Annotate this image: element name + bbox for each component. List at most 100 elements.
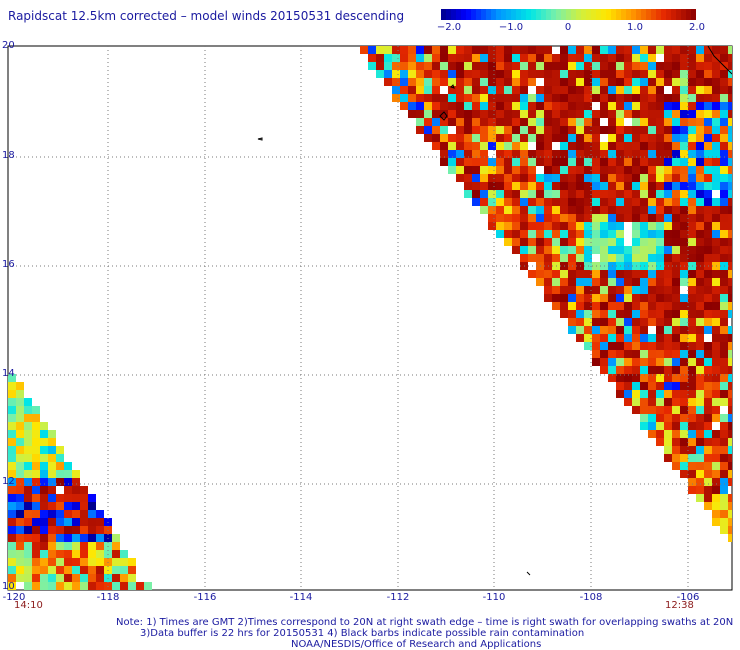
wind-cell	[584, 78, 592, 86]
wind-cell	[688, 182, 696, 190]
wind-cell	[488, 222, 496, 230]
wind-cell	[40, 470, 48, 478]
wind-cell	[624, 198, 632, 206]
wind-cell	[616, 78, 624, 86]
wind-cell	[440, 142, 448, 150]
wind-cell	[728, 518, 732, 526]
wind-cell	[544, 222, 552, 230]
wind-cell	[592, 158, 600, 166]
wind-cell	[672, 62, 680, 70]
wind-cell	[40, 430, 48, 438]
wind-cell	[720, 334, 728, 342]
wind-cell	[536, 142, 544, 150]
wind-cell	[592, 334, 600, 342]
wind-cell	[696, 86, 704, 94]
wind-cell	[600, 214, 608, 222]
wind-cell	[624, 318, 632, 326]
wind-cell	[672, 142, 680, 150]
wind-cell	[592, 70, 600, 78]
wind-cell	[616, 278, 624, 286]
wind-cell	[656, 254, 664, 262]
wind-cell	[712, 478, 720, 486]
wind-cell	[584, 214, 592, 222]
wind-cell	[656, 414, 664, 422]
wind-cell	[560, 94, 568, 102]
wind-cell	[632, 94, 640, 102]
wind-cell	[648, 150, 656, 158]
wind-cell	[616, 342, 624, 350]
wind-cell	[496, 62, 504, 70]
wind-cell	[464, 86, 472, 94]
wind-cell	[400, 78, 408, 86]
wind-cell	[464, 46, 472, 54]
wind-cell	[688, 230, 696, 238]
wind-cell	[728, 350, 732, 358]
wind-cell	[48, 470, 56, 478]
wind-cell	[672, 94, 680, 102]
wind-cell	[624, 342, 632, 350]
wind-cell	[656, 206, 664, 214]
wind-cell	[616, 254, 624, 262]
wind-cell	[696, 70, 704, 78]
wind-cell	[512, 126, 520, 134]
wind-cell	[728, 302, 732, 310]
wind-cell	[728, 414, 732, 422]
wind-cell	[448, 110, 456, 118]
wind-cell	[608, 206, 616, 214]
wind-cell	[528, 102, 536, 110]
wind-cell	[560, 158, 568, 166]
wind-cell	[464, 190, 472, 198]
wind-cell	[632, 46, 640, 54]
wind-cell	[704, 46, 712, 54]
wind-cell	[456, 158, 464, 166]
wind-cell	[656, 286, 664, 294]
wind-cell	[624, 102, 632, 110]
wind-cell	[600, 94, 608, 102]
wind-cell	[704, 222, 712, 230]
wind-cell	[600, 166, 608, 174]
wind-cell	[560, 78, 568, 86]
wind-cell	[496, 102, 504, 110]
wind-cell	[600, 174, 608, 182]
wind-cell	[624, 374, 632, 382]
wind-cell	[512, 94, 520, 102]
wind-cell	[568, 278, 576, 286]
wind-cell	[504, 78, 512, 86]
wind-cell	[608, 54, 616, 62]
wind-cell	[672, 374, 680, 382]
wind-cell	[600, 54, 608, 62]
wind-cell	[720, 166, 728, 174]
wind-cell	[8, 550, 16, 558]
wind-cell	[632, 270, 640, 278]
wind-cell	[728, 374, 732, 382]
wind-cell	[520, 150, 528, 158]
wind-cell	[512, 134, 520, 142]
wind-cell	[88, 526, 96, 534]
wind-cell	[632, 62, 640, 70]
wind-cell	[48, 550, 56, 558]
wind-cell	[16, 454, 24, 462]
wind-cell	[568, 78, 576, 86]
wind-cell	[96, 566, 104, 574]
wind-cell	[592, 278, 600, 286]
wind-cell	[656, 102, 664, 110]
wind-cell	[504, 182, 512, 190]
wind-cell	[576, 134, 584, 142]
wind-cell	[696, 318, 704, 326]
wind-cell	[496, 158, 504, 166]
wind-cell	[592, 166, 600, 174]
wind-cell	[664, 446, 672, 454]
wind-cell	[24, 454, 32, 462]
wind-cell	[600, 366, 608, 374]
wind-cell	[488, 94, 496, 102]
wind-cell	[416, 126, 424, 134]
wind-cell	[560, 190, 568, 198]
wind-cell	[112, 542, 120, 550]
wind-cell	[664, 246, 672, 254]
wind-cell	[528, 214, 536, 222]
wind-cell	[528, 150, 536, 158]
wind-cell	[608, 334, 616, 342]
wind-cell	[8, 478, 16, 486]
wind-cell	[648, 110, 656, 118]
wind-cell	[664, 182, 672, 190]
